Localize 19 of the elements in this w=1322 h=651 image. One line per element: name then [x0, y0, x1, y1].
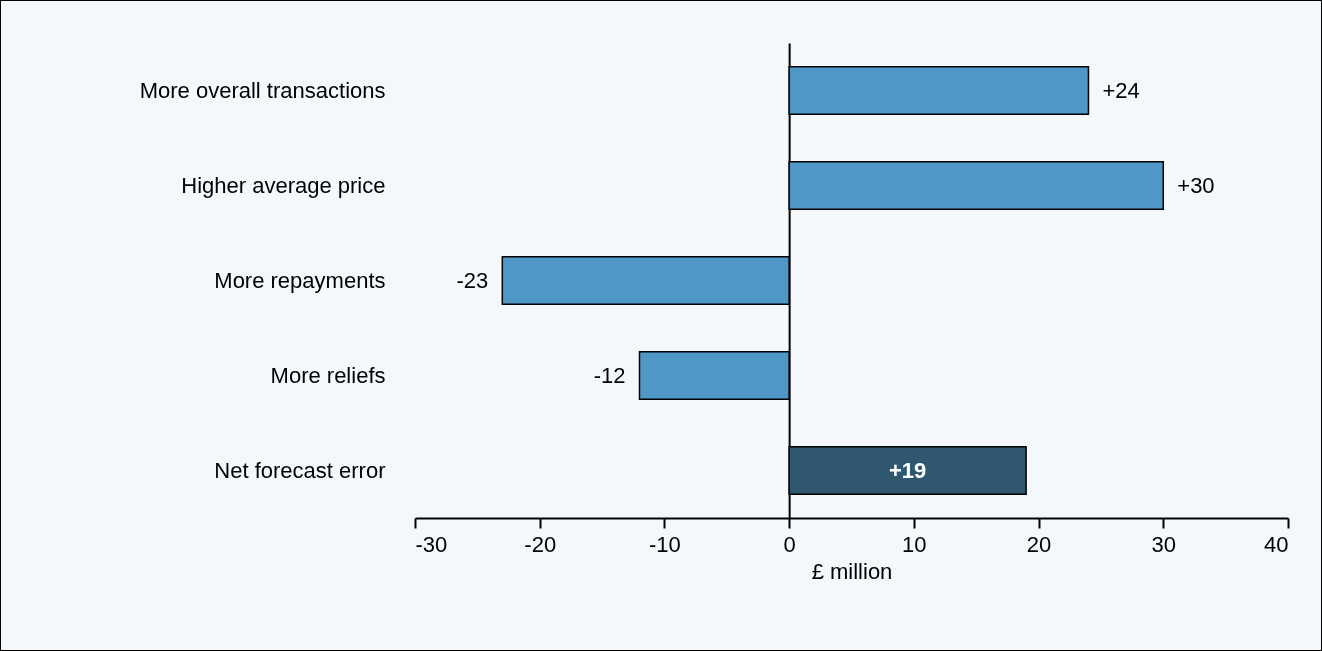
x-tick-label: -30 [415, 531, 448, 557]
x-tick-label: 30 [1151, 531, 1177, 557]
x-tick-label: -20 [524, 531, 557, 557]
y-tick-label: Net forecast error [214, 457, 386, 483]
y-tick-label: Higher average price [181, 172, 386, 198]
x-axis-title: £ million [811, 558, 893, 584]
y-tick-label: More overall transactions [139, 77, 386, 103]
x-tick-label: 0 [783, 531, 796, 557]
y-tick-label: More reliefs [270, 362, 386, 388]
data-label: -12 [593, 362, 626, 388]
x-tick-label: -10 [649, 531, 681, 557]
x-tick-label: 20 [1026, 531, 1052, 557]
data-label: +24 [1102, 77, 1140, 103]
data-label: -23 [456, 267, 489, 293]
x-tick-label: 10 [902, 531, 927, 557]
data-label: +30 [1177, 172, 1215, 198]
data-label: +19 [888, 457, 927, 483]
x-tick-label: 40 [1264, 531, 1289, 557]
y-tick-label: More repayments [214, 267, 386, 293]
